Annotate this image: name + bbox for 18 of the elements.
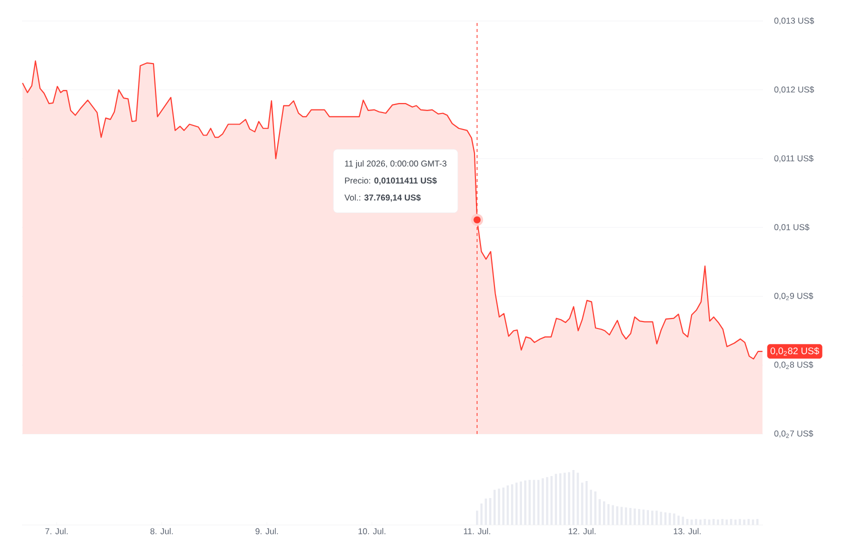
x-tick-label: 7. Jul. <box>45 528 68 534</box>
text: 0,0$_{2}$82 US$ <box>770 347 820 356</box>
x-tick-label: 12. Jul. <box>568 528 596 534</box>
annotation: Vol.: 37.769,14 US$ <box>344 194 421 202</box>
y-tick-label: 0,0$_{2}$8 US$ <box>774 361 814 369</box>
y-tick-label: 0,0$_{2}$9 US$ <box>774 292 814 300</box>
x-tick-label: 11. Jul. <box>464 528 490 534</box>
y-tick-label: 0,011 US$ <box>774 154 814 162</box>
annotation: 11 jul 2026, 0:00:00 GMT-3 <box>345 160 446 168</box>
annotation: Precio: 0,01011411 US$ <box>345 177 437 185</box>
y-tick-label: 0,0$_{2}$7 US$ <box>774 430 814 438</box>
y-tick-label: 0,013 US$ <box>774 17 814 25</box>
x-tick-label: 13. Jul. <box>674 528 701 534</box>
x-tick-label: 8. Jul. <box>150 528 173 534</box>
y-tick-label: 0,01 US$ <box>774 224 810 232</box>
x-tick-label: 9. Jul. <box>256 528 278 534</box>
x-tick-label: 10. Jul. <box>358 528 386 534</box>
y-tick-label: 0,012 US$ <box>774 86 814 94</box>
